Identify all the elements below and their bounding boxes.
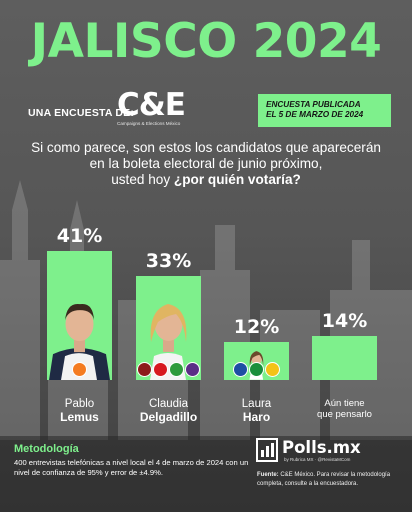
party-logos-3 [232,362,280,378]
ce-logo-subtext: Campaigns & Elections México [117,121,181,126]
methodology-text: 400 entrevistas telefónicas a nivel loca… [14,458,249,477]
footer-band [0,436,412,512]
category-label-line-2: que pensarlo [317,409,372,420]
ce-logo: C&E Campaigns & Elections México [117,87,186,132]
polls-logo-icon [256,438,278,462]
category-label-line-2: Haro [242,410,271,424]
pt-party-logo [152,362,168,377]
question-plain: usted hoy [111,172,174,187]
category-label-line-2: Delgadillo [139,410,198,424]
category-label-line-1: Pablo [64,398,95,410]
category-label-3: Laura Haro [215,398,299,424]
ce-logo-text: C&E [117,87,186,123]
category-label-line-1: Claudia [149,398,188,410]
value-label-4: 14% [321,309,368,332]
category-label-4: Aún tiene que pensarlo [303,398,387,420]
category-label-line-1: Laura [241,398,272,410]
publication-line-1: ENCUESTA PUBLICADA [266,100,361,109]
question-line-3: usted hoy ¿por quién votaría? [20,172,392,188]
value-label-3: 12% [233,316,280,339]
prd-party-logo [264,362,280,377]
mc-party-logo [71,362,87,377]
category-label-1: Pablo Lemus [38,398,122,424]
party-logos-1 [71,362,87,378]
page-title: JALISCO 2024 [30,14,382,69]
survey-by-label: UNA ENCUESTA DE: [28,107,135,119]
methodology-title: Metodología [14,443,79,455]
pan-party-logo [232,362,248,377]
question-bold: ¿por quién votaría? [173,172,301,187]
survey-question: Si como parece, son estos los candidatos… [20,140,392,188]
polls-brand-sub: by Rubrica MX · @RevistaMCom [284,457,351,462]
pri-party-logo [248,362,264,377]
morena-party-logo [136,362,152,377]
publication-line-2: EL 5 DE MARZO DE 2024 [266,110,364,119]
hagamos-party-logo [184,362,200,377]
category-label-2: Claudia Delgadillo [127,398,211,424]
category-label-line-2: Lemus [60,410,99,424]
candidate-photo-1 [49,303,110,380]
publication-badge: ENCUESTA PUBLICADA EL 5 DE MARZO DE 2024 [258,94,391,127]
polls-brand-name: Polls.mx [282,438,361,457]
question-line-2: en la boleta electoral de junio próximo, [89,156,323,171]
value-label-2: 33% [145,250,192,273]
polls-brand: Polls.mx by Rubrica MX · @RevistaMCom [256,438,406,468]
bar-4 [312,335,377,380]
question-line-1: Si como parece, son estos los candidatos… [31,140,381,155]
source-note: Fuente: C&E México. Para revisar la meto… [257,471,403,488]
bar-1 [47,250,112,380]
value-label-1: 41% [56,224,103,247]
category-label-line-1: Aún tiene [324,398,365,409]
party-logos-2 [136,362,200,378]
source-text: C&E México. Para revisar la metodología … [257,472,391,487]
pvem-party-logo [168,362,184,377]
source-label: Fuente: [257,472,279,478]
